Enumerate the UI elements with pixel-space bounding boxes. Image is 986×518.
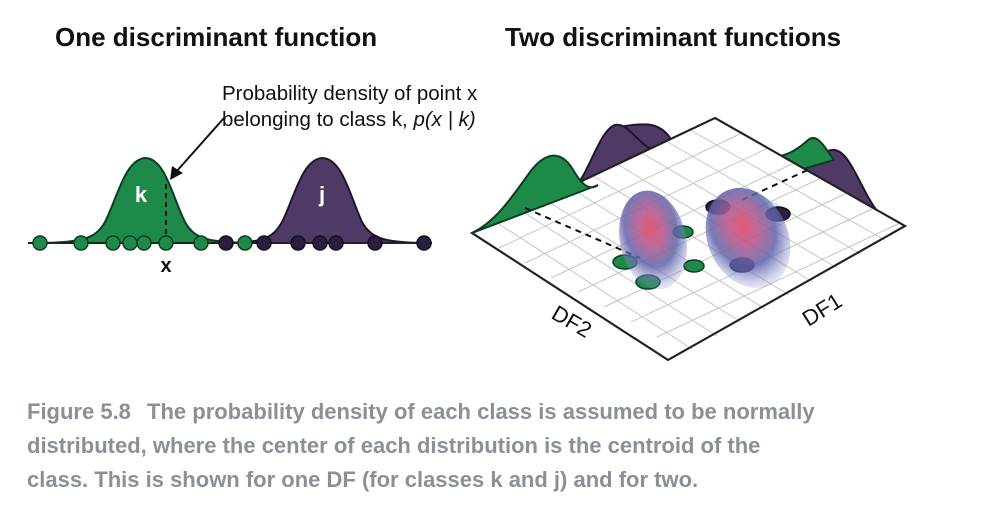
class-j-point (290, 235, 306, 251)
class-k-point (73, 235, 89, 251)
figure-canvas: k j x (27, 116, 908, 362)
class-k-point (683, 259, 705, 273)
class-k-point (158, 235, 174, 251)
class-k-point (193, 235, 209, 251)
class-j-point (367, 235, 383, 251)
caption-line1: The probability density of each class is… (147, 399, 815, 424)
axis-label-df1: DF1 (798, 288, 846, 331)
caption-label: Figure 5.8 (27, 399, 131, 424)
class-k-point (122, 235, 138, 251)
class-k-label: k (135, 182, 148, 207)
density-annotation-text: belonging to class k, (222, 108, 414, 131)
class-j-point (256, 235, 272, 251)
annotation-arrow-line (175, 117, 225, 173)
df-plane-border (469, 116, 908, 362)
class-j-point (328, 235, 344, 251)
figure-caption: Figure 5.8 The probability density of ea… (27, 395, 977, 497)
two-df-panel: DF2 DF1 (469, 116, 908, 362)
class-k-point (237, 235, 253, 251)
class-j-label: j (318, 182, 325, 207)
class-k-point (32, 235, 48, 251)
left-panel-title: One discriminant function (55, 22, 378, 52)
caption-line2: distributed, where the center of each di… (27, 433, 761, 458)
density-annotation-line2: belonging to class k, p(x | k) (222, 108, 476, 132)
right-panel-title: Two discriminant functions (505, 22, 842, 52)
class-k-centroid-blob (619, 190, 687, 290)
class-j-point (312, 235, 328, 251)
annotation-arrowhead (170, 166, 183, 180)
density-annotation-line1: Probability density of point x (222, 82, 478, 105)
df1-density-curve-k-edge (471, 154, 599, 234)
one-df-panel: k j x (27, 117, 432, 277)
caption-line3: class. This is shown for one DF (for cla… (27, 467, 699, 492)
point-x-label: x (160, 255, 171, 277)
projection-line-k (524, 207, 641, 259)
class-j-point (218, 235, 234, 251)
density-formula: p(x | k) (413, 108, 476, 131)
class-k-point (136, 235, 152, 251)
class-j-centroid-blob (705, 187, 791, 289)
class-k-point (105, 235, 121, 251)
class-j-point (416, 235, 432, 251)
